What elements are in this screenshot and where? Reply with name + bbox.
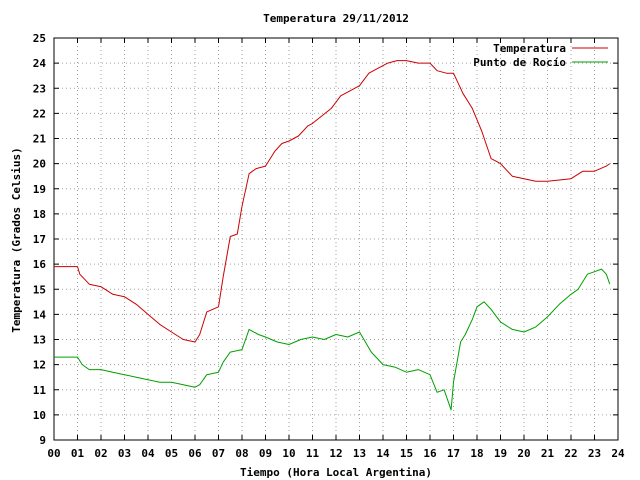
series-line-punto-de-rocio bbox=[54, 268, 611, 411]
x-tick-label: 06 bbox=[188, 447, 202, 460]
y-tick-label: 17 bbox=[33, 233, 46, 246]
y-tick-label: 14 bbox=[33, 308, 47, 321]
y-tick-label: 11 bbox=[33, 384, 47, 397]
y-tick-label: 9 bbox=[39, 434, 46, 447]
x-tick-label: 00 bbox=[47, 447, 60, 460]
x-tick-label: 21 bbox=[541, 447, 555, 460]
y-tick-label: 18 bbox=[33, 208, 46, 221]
x-tick-label: 18 bbox=[470, 447, 483, 460]
legend-label-temperatura: Temperatura bbox=[493, 42, 566, 55]
axis-ticks: 9 10 11 12 13 14 15 16 17 18 19 20 21 22 23 24 25 00 01 02 0… bbox=[33, 32, 625, 460]
y-tick-label: 15 bbox=[33, 283, 46, 296]
y-tick-label: 25 bbox=[33, 32, 46, 45]
x-tick-label: 09 bbox=[259, 447, 272, 460]
y-tick-label: 19 bbox=[33, 183, 46, 196]
series-lines bbox=[54, 60, 611, 411]
x-tick-label: 13 bbox=[353, 447, 366, 460]
x-tick-label: 11 bbox=[306, 447, 320, 460]
x-tick-label: 07 bbox=[212, 447, 225, 460]
y-tick-label: 16 bbox=[33, 258, 47, 271]
grid bbox=[54, 38, 618, 440]
x-tick-label: 17 bbox=[447, 447, 460, 460]
x-tick-label: 22 bbox=[564, 447, 577, 460]
x-tick-label: 08 bbox=[235, 447, 248, 460]
x-tick-label: 15 bbox=[400, 447, 413, 460]
x-axis-label: Tiempo (Hora Local Argentina) bbox=[240, 466, 432, 479]
x-tick-label: 14 bbox=[376, 447, 390, 460]
y-tick-label: 13 bbox=[33, 334, 46, 347]
x-tick-label: 05 bbox=[165, 447, 178, 460]
y-tick-label: 20 bbox=[33, 158, 46, 171]
chart-title: Temperatura 29/11/2012 bbox=[263, 12, 409, 25]
x-tick-label: 24 bbox=[611, 447, 625, 460]
x-tick-label: 04 bbox=[141, 447, 155, 460]
y-tick-label: 21 bbox=[33, 133, 47, 146]
y-tick-label: 23 bbox=[33, 82, 46, 95]
legend: Temperatura Punto de Rocío bbox=[473, 42, 608, 69]
y-axis-label: Temperatura (Grados Celsius) bbox=[10, 147, 23, 332]
x-tick-label: 02 bbox=[94, 447, 107, 460]
x-tick-label: 19 bbox=[494, 447, 507, 460]
y-tick-label: 22 bbox=[33, 107, 46, 120]
x-tick-label: 23 bbox=[588, 447, 601, 460]
series-line-temperatura bbox=[54, 60, 611, 343]
y-tick-label: 10 bbox=[33, 409, 46, 422]
legend-label-punto-de-rocio: Punto de Rocío bbox=[473, 56, 566, 69]
x-tick-label: 01 bbox=[71, 447, 85, 460]
x-tick-label: 03 bbox=[118, 447, 131, 460]
y-tick-label: 24 bbox=[33, 57, 47, 70]
x-tick-label: 12 bbox=[329, 447, 342, 460]
y-tick-label: 12 bbox=[33, 359, 46, 372]
x-tick-label: 10 bbox=[282, 447, 295, 460]
x-tick-label: 16 bbox=[423, 447, 437, 460]
x-tick-label: 20 bbox=[517, 447, 530, 460]
